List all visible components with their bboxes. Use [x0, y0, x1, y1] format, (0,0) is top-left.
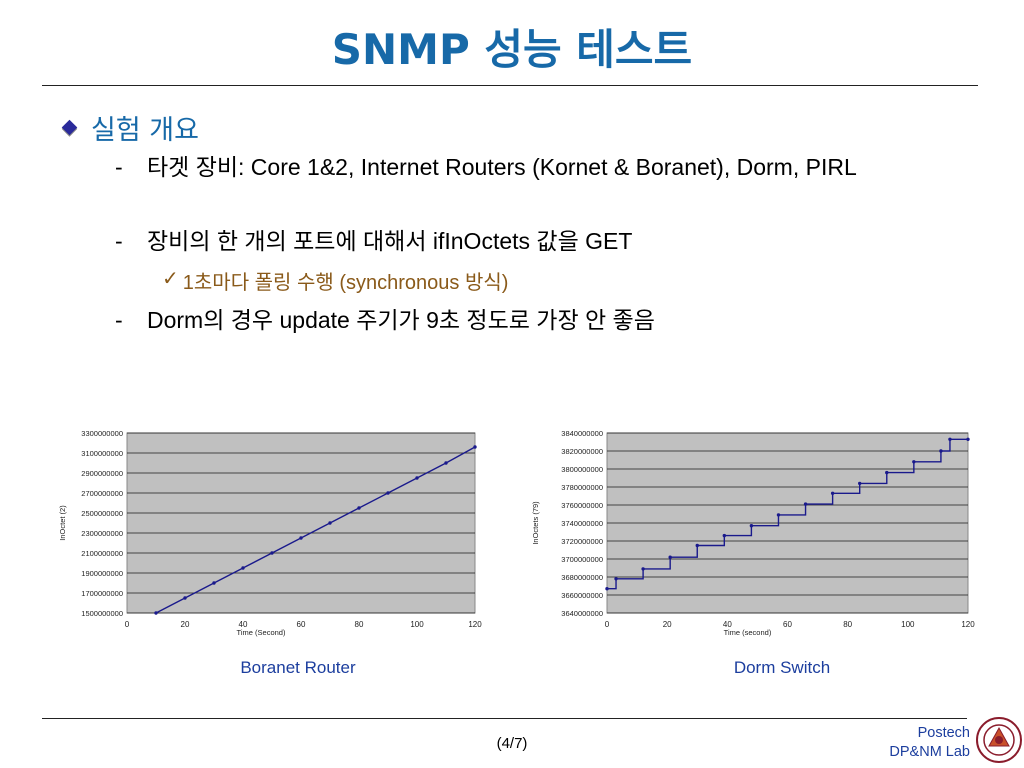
- y-tick-label: 3640000000: [561, 609, 603, 618]
- data-point: [614, 577, 618, 581]
- bullet-text: 타겟 장비: Core 1&2, Internet Routers (Korne…: [147, 154, 857, 180]
- data-point: [241, 566, 245, 570]
- data-point: [912, 460, 916, 464]
- y-axis-label: InOctets (79): [531, 501, 540, 545]
- data-point: [386, 491, 390, 495]
- data-point: [695, 543, 699, 548]
- data-point: [270, 551, 274, 555]
- y-tick-label: 3740000000: [561, 519, 603, 528]
- x-tick-label: 60: [297, 620, 306, 629]
- series-line: [607, 438, 968, 590]
- y-tick-label: 3660000000: [561, 591, 603, 600]
- bullet-item: - 타겟 장비: Core 1&2, Internet Routers (Kor…: [115, 152, 977, 183]
- y-tick-label: 3780000000: [561, 483, 603, 492]
- data-point: [776, 513, 781, 517]
- y-tick-label: 3800000000: [561, 465, 603, 474]
- data-point: [858, 481, 862, 486]
- x-tick-label: 80: [355, 620, 364, 629]
- bullet-item: - Dorm의 경우 update 주기가 9초 정도로 가장 안 좋음: [115, 305, 977, 336]
- y-tick-label: 1700000000: [81, 589, 123, 598]
- x-tick-label: 0: [125, 620, 130, 629]
- sub-bullet-item: ✓ 1초마다 폴링 수행 (synchronous 방식): [162, 266, 508, 295]
- x-tick-label: 0: [605, 620, 610, 629]
- data-point: [154, 611, 158, 615]
- data-point: [444, 461, 448, 465]
- x-tick-label: 20: [181, 620, 190, 629]
- dash-marker: -: [115, 307, 123, 333]
- data-point: [966, 437, 970, 441]
- boranet-chart: 1500000000 1700000000 1900000000 2100000000…: [58, 429, 482, 637]
- data-point: [473, 445, 477, 449]
- data-point: [415, 476, 419, 480]
- sub-bullet-text: 1초마다 폴링 수행 (synchronous 방식): [182, 272, 509, 294]
- footer-divider: [42, 718, 967, 719]
- lab-line-2: DP&NM Lab: [889, 744, 970, 760]
- chart-caption-dorm: Dorm Switch: [733, 658, 831, 677]
- x-tick-label: 40: [723, 620, 732, 629]
- chart-caption-boranet: Boranet Router: [240, 658, 356, 677]
- y-tick-label: 2700000000: [81, 489, 123, 498]
- bullet-item: - 장비의 한 개의 포트에 대해서 ifInOctets 값을 GET: [115, 226, 977, 257]
- heading-text: 실험 개요: [91, 115, 199, 146]
- data-point: [830, 491, 835, 495]
- data-point: [948, 437, 952, 441]
- y-tick-label: 3300000000: [81, 429, 123, 438]
- y-tick-label: 2500000000: [81, 509, 123, 518]
- check-icon: ✓: [162, 268, 179, 290]
- y-tick-label: 3720000000: [561, 537, 603, 546]
- x-tick-label: 60: [783, 620, 792, 629]
- data-point: [299, 536, 303, 540]
- data-point: [328, 521, 332, 525]
- x-tick-label: 120: [468, 620, 482, 629]
- x-tick-label: 100: [901, 620, 915, 629]
- dorm-chart: 3640000000 3660000000 3680000000 3700000000…: [531, 429, 975, 637]
- y-tick-label: 2100000000: [81, 549, 123, 558]
- data-point: [749, 524, 754, 528]
- data-point: [212, 581, 216, 585]
- plot-area: [126, 432, 476, 614]
- data-point: [605, 587, 609, 591]
- y-axis-label: InOctet (2): [58, 505, 67, 541]
- slide-title: SNMP 성능 테스트: [331, 25, 693, 74]
- y-tick-label: 3700000000: [561, 555, 603, 564]
- data-point: [885, 470, 889, 475]
- lab-line-1: Postech: [917, 725, 970, 741]
- data-point: [183, 596, 187, 600]
- section-heading: 실험 개요: [61, 108, 199, 147]
- y-tick-label: 3100000000: [81, 449, 123, 458]
- y-tick-label: 3760000000: [561, 501, 603, 510]
- y-tick-label: 3820000000: [561, 447, 603, 456]
- bullet-text: 장비의 한 개의 포트에 대해서 ifInOctets 값을 GET: [147, 228, 633, 254]
- data-point: [803, 502, 808, 506]
- x-tick-label: 40: [239, 620, 248, 629]
- series-line: [155, 446, 476, 614]
- y-tick-label: 1500000000: [81, 609, 123, 618]
- x-tick-label: 80: [843, 620, 852, 629]
- y-tick-label: 1900000000: [81, 569, 123, 578]
- x-axis-label: Time (second): [724, 628, 772, 637]
- y-tick-label: 3840000000: [561, 429, 603, 438]
- page-number: (4/7): [496, 735, 528, 752]
- data-point: [641, 567, 645, 571]
- data-point: [722, 533, 727, 538]
- x-tick-label: 20: [663, 620, 672, 629]
- dash-marker: -: [115, 154, 123, 180]
- data-point: [939, 449, 943, 453]
- title-divider: [42, 85, 978, 86]
- university-seal-icon: [976, 717, 1022, 763]
- x-tick-label: 120: [961, 620, 975, 629]
- x-tick-label: 100: [410, 620, 424, 629]
- dash-marker: -: [115, 228, 123, 254]
- y-tick-label: 2300000000: [81, 529, 123, 538]
- x-axis-label: Time (Second): [237, 628, 286, 637]
- bullet-text: Dorm의 경우 update 주기가 9초 정도로 가장 안 좋음: [147, 307, 655, 333]
- y-tick-label: 2900000000: [81, 469, 123, 478]
- data-point: [357, 506, 361, 510]
- y-tick-label: 3680000000: [561, 573, 603, 582]
- data-point: [668, 555, 672, 559]
- lab-name: Postech DP&NM Lab: [889, 724, 970, 762]
- diamond-bullet-icon: [61, 119, 78, 136]
